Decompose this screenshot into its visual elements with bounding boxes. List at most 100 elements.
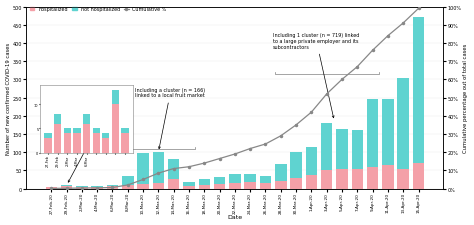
Bar: [46, 187, 57, 188]
Bar: [291, 178, 302, 189]
—◆ Cumulative %: [64, 187, 69, 190]
Bar: [306, 148, 317, 175]
Bar: [122, 176, 134, 185]
Bar: [229, 174, 241, 183]
Bar: [260, 176, 271, 183]
Bar: [168, 180, 180, 189]
Bar: [107, 187, 118, 189]
Legend: hospitalized, not hospitalized, Cumulative %: hospitalized, not hospitalized, Cumulati…: [28, 6, 168, 13]
Bar: [92, 134, 100, 153]
Bar: [64, 129, 71, 134]
Bar: [168, 160, 180, 180]
Bar: [275, 164, 286, 181]
—◆ Cumulative %: [94, 187, 100, 189]
Bar: [321, 171, 332, 189]
Bar: [306, 175, 317, 189]
Bar: [83, 115, 90, 124]
Bar: [214, 177, 225, 184]
Bar: [112, 90, 119, 105]
Bar: [275, 181, 286, 189]
Bar: [61, 187, 73, 189]
Bar: [76, 187, 88, 189]
Bar: [413, 163, 424, 189]
Bar: [367, 100, 378, 167]
—◆ Cumulative %: [247, 148, 253, 150]
—◆ Cumulative %: [339, 79, 345, 81]
Bar: [352, 169, 363, 189]
—◆ Cumulative %: [324, 93, 329, 96]
Text: Including travellers returning
from Iran and Europe: Including travellers returning from Iran…: [55, 136, 126, 182]
—◆ Cumulative %: [48, 187, 54, 190]
Y-axis label: Cumulative percentage out of total cases: Cumulative percentage out of total cases: [464, 44, 468, 153]
Y-axis label: Number of new confirmed COVID-19 cases: Number of new confirmed COVID-19 cases: [6, 42, 10, 154]
Bar: [183, 186, 195, 189]
—◆ Cumulative %: [140, 178, 146, 181]
Bar: [398, 78, 409, 169]
Bar: [153, 153, 164, 183]
Text: Including a cluster (n = 166)
linked to a local fruit market: Including a cluster (n = 166) linked to …: [136, 87, 206, 149]
Bar: [137, 154, 149, 184]
—◆ Cumulative %: [232, 153, 238, 156]
—◆ Cumulative %: [401, 22, 406, 25]
Bar: [121, 129, 128, 134]
—◆ Cumulative %: [109, 186, 115, 189]
Bar: [54, 115, 61, 124]
Bar: [73, 129, 81, 134]
Bar: [214, 184, 225, 189]
Bar: [46, 188, 57, 189]
—◆ Cumulative %: [186, 166, 192, 168]
—◆ Cumulative %: [201, 162, 207, 165]
Bar: [336, 169, 348, 189]
Bar: [102, 134, 109, 139]
Bar: [229, 183, 241, 189]
—◆ Cumulative %: [370, 50, 375, 52]
Bar: [153, 183, 164, 189]
Bar: [45, 134, 52, 139]
Bar: [61, 185, 73, 187]
Bar: [122, 185, 134, 189]
Bar: [398, 169, 409, 189]
Bar: [137, 184, 149, 189]
Bar: [102, 139, 109, 153]
—◆ Cumulative %: [293, 124, 299, 127]
Bar: [245, 182, 256, 189]
—◆ Cumulative %: [355, 66, 360, 69]
Bar: [92, 129, 100, 134]
Bar: [336, 129, 348, 169]
Bar: [321, 124, 332, 171]
Bar: [73, 134, 81, 153]
Bar: [413, 18, 424, 163]
Bar: [199, 185, 210, 189]
Bar: [121, 134, 128, 153]
Bar: [112, 105, 119, 153]
Text: Including 1 cluster (n = 719) linked
to a large private employer and its
subcont: Including 1 cluster (n = 719) linked to …: [273, 33, 359, 118]
Bar: [245, 174, 256, 182]
Bar: [91, 187, 103, 189]
—◆ Cumulative %: [416, 8, 421, 11]
Bar: [367, 167, 378, 189]
—◆ Cumulative %: [263, 143, 268, 146]
—◆ Cumulative %: [125, 184, 131, 187]
Bar: [64, 134, 71, 153]
—◆ Cumulative %: [155, 172, 161, 175]
Bar: [107, 185, 118, 187]
—◆ Cumulative %: [79, 187, 85, 189]
Bar: [260, 183, 271, 189]
Bar: [83, 124, 90, 153]
Bar: [382, 165, 393, 189]
—◆ Cumulative %: [217, 158, 222, 160]
Bar: [352, 131, 363, 169]
Bar: [199, 180, 210, 185]
Line: —◆ Cumulative %: —◆ Cumulative %: [50, 8, 419, 190]
Bar: [291, 153, 302, 178]
Bar: [45, 139, 52, 153]
X-axis label: Date: Date: [227, 214, 242, 219]
Bar: [382, 100, 393, 165]
—◆ Cumulative %: [309, 111, 314, 114]
—◆ Cumulative %: [278, 135, 283, 137]
Bar: [54, 124, 61, 153]
Bar: [183, 182, 195, 186]
—◆ Cumulative %: [171, 167, 176, 170]
—◆ Cumulative %: [385, 35, 391, 38]
